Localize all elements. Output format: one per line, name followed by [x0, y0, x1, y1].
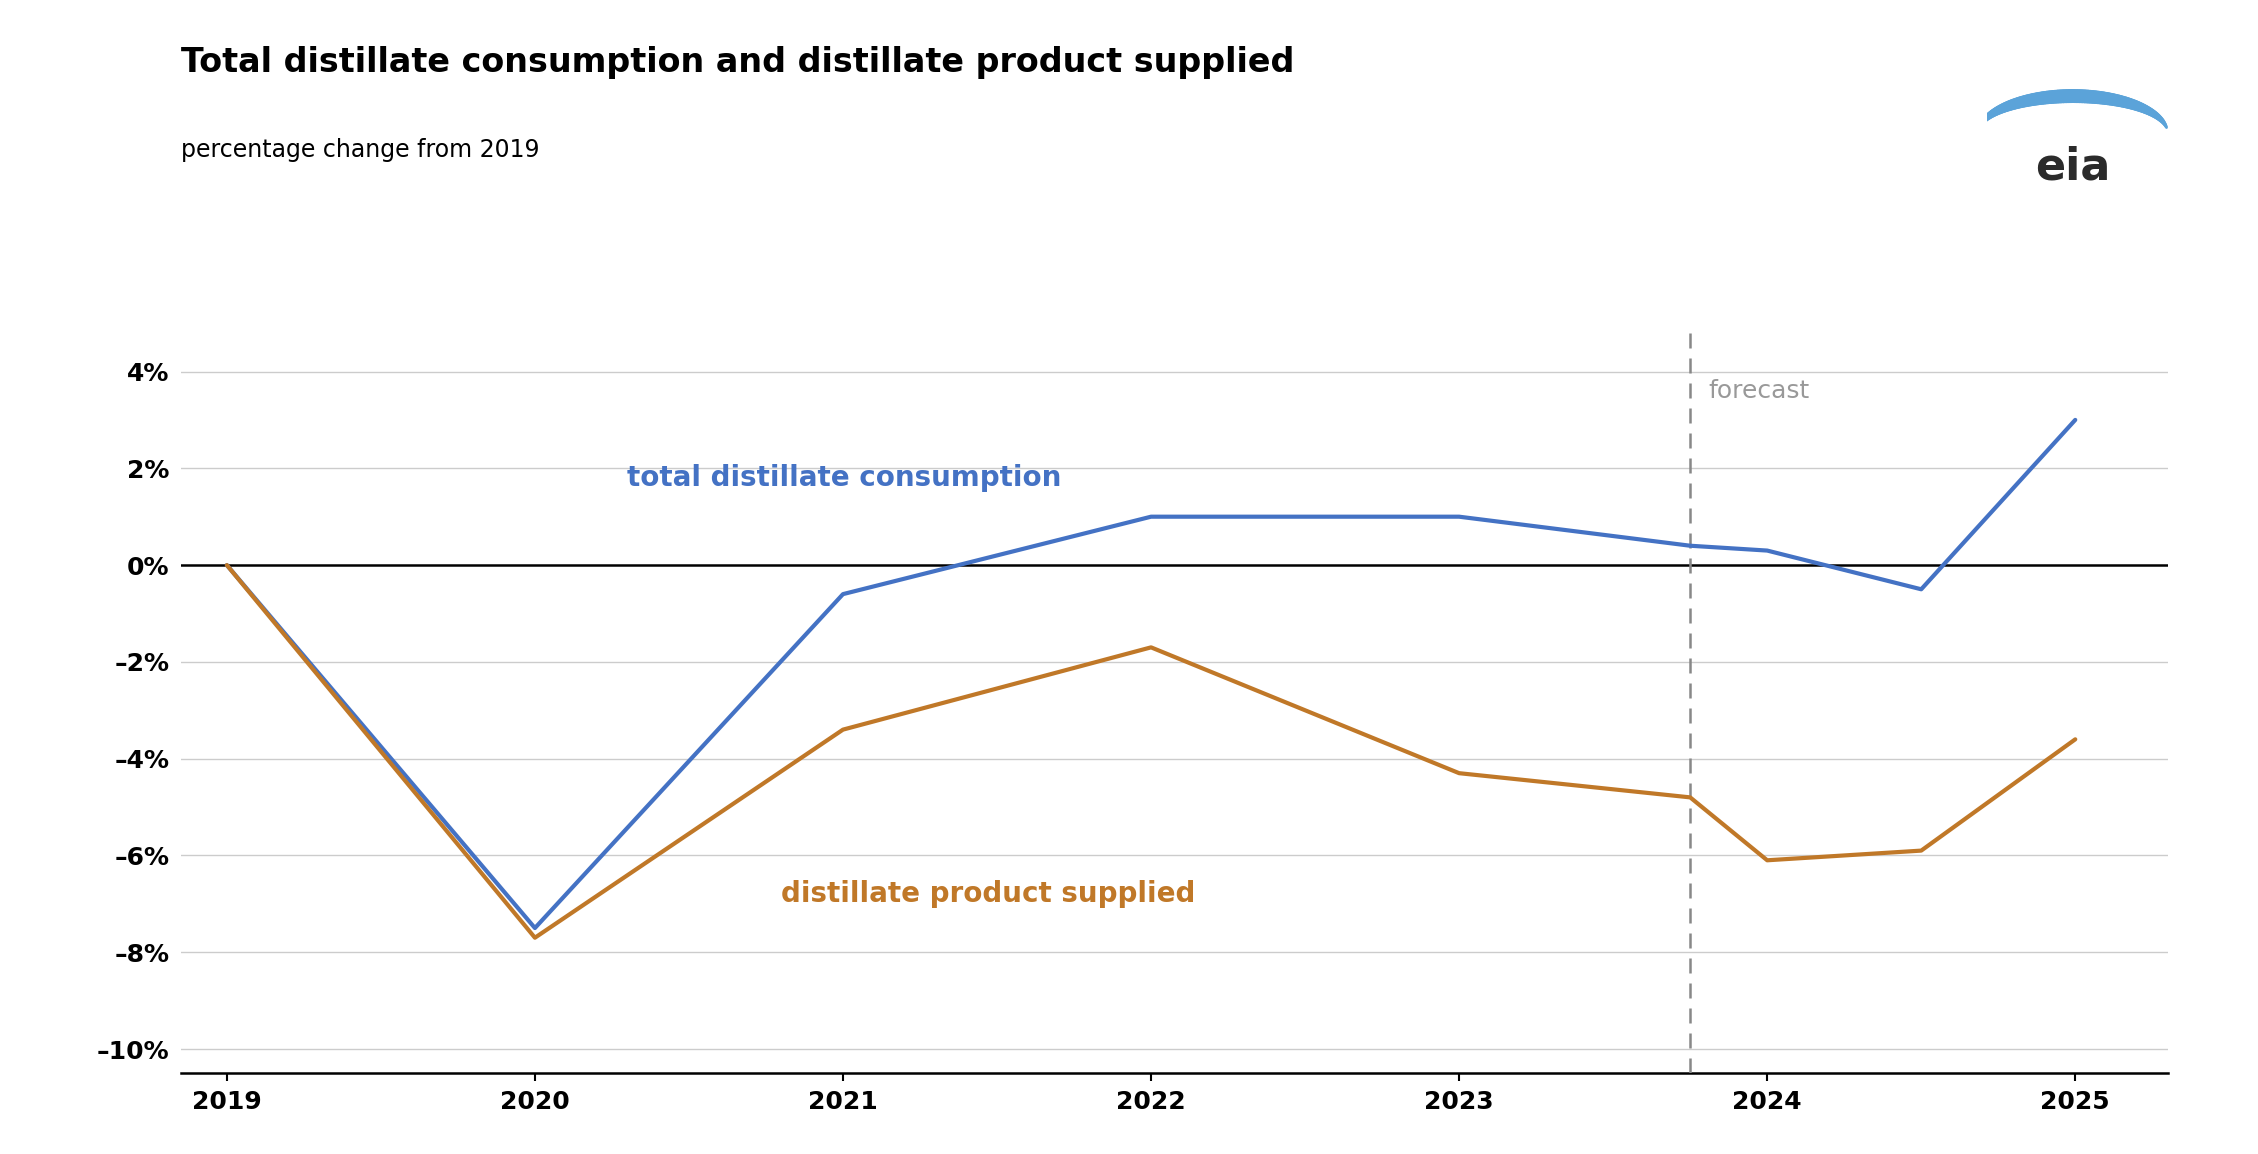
Text: total distillate consumption: total distillate consumption [628, 464, 1061, 492]
Text: forecast: forecast [1709, 379, 1811, 403]
Text: distillate product supplied: distillate product supplied [781, 881, 1197, 908]
Text: Total distillate consumption and distillate product supplied: Total distillate consumption and distill… [181, 46, 1294, 80]
Text: percentage change from 2019: percentage change from 2019 [181, 138, 540, 163]
Text: eia: eia [2034, 145, 2111, 189]
